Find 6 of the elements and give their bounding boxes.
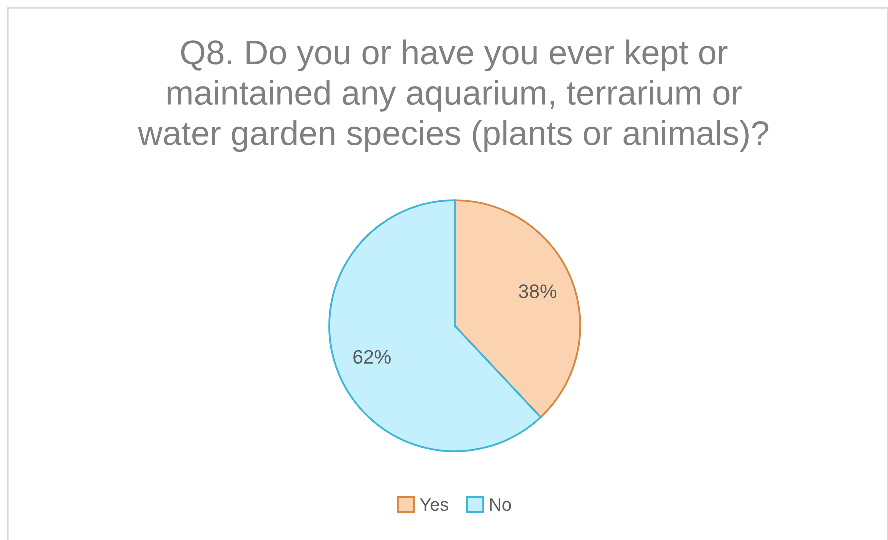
pie-slice [454, 200, 582, 418]
legend-label: Yes [420, 498, 449, 512]
data-label: 38% [519, 284, 557, 298]
legend-label: No [490, 498, 512, 512]
chart-title: Q8. Do you or have you ever kept or maintained any aquarium, terrarium or water garden species (plants or animals)? [138, 40, 769, 152]
data-label: 62% [354, 350, 391, 364]
